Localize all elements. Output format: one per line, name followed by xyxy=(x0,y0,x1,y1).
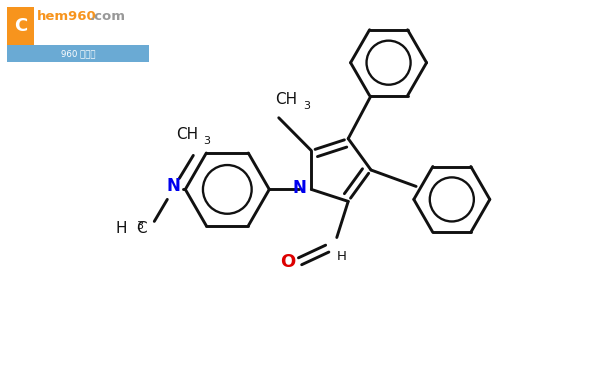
Text: O: O xyxy=(280,254,295,272)
Text: C: C xyxy=(136,221,146,236)
Text: CH: CH xyxy=(275,92,297,107)
Text: H: H xyxy=(116,221,127,236)
Text: hem960: hem960 xyxy=(37,10,97,24)
Text: H: H xyxy=(337,251,347,264)
Text: C: C xyxy=(14,17,27,35)
Text: 960 化工网: 960 化工网 xyxy=(60,49,95,58)
Text: .com: .com xyxy=(90,10,126,24)
Text: 3: 3 xyxy=(203,136,211,146)
Text: N: N xyxy=(292,179,306,197)
FancyBboxPatch shape xyxy=(7,7,34,45)
Text: N: N xyxy=(166,177,180,195)
FancyBboxPatch shape xyxy=(7,45,149,63)
Text: 3: 3 xyxy=(136,221,143,231)
Text: CH: CH xyxy=(176,128,198,142)
Text: 3: 3 xyxy=(302,101,310,111)
